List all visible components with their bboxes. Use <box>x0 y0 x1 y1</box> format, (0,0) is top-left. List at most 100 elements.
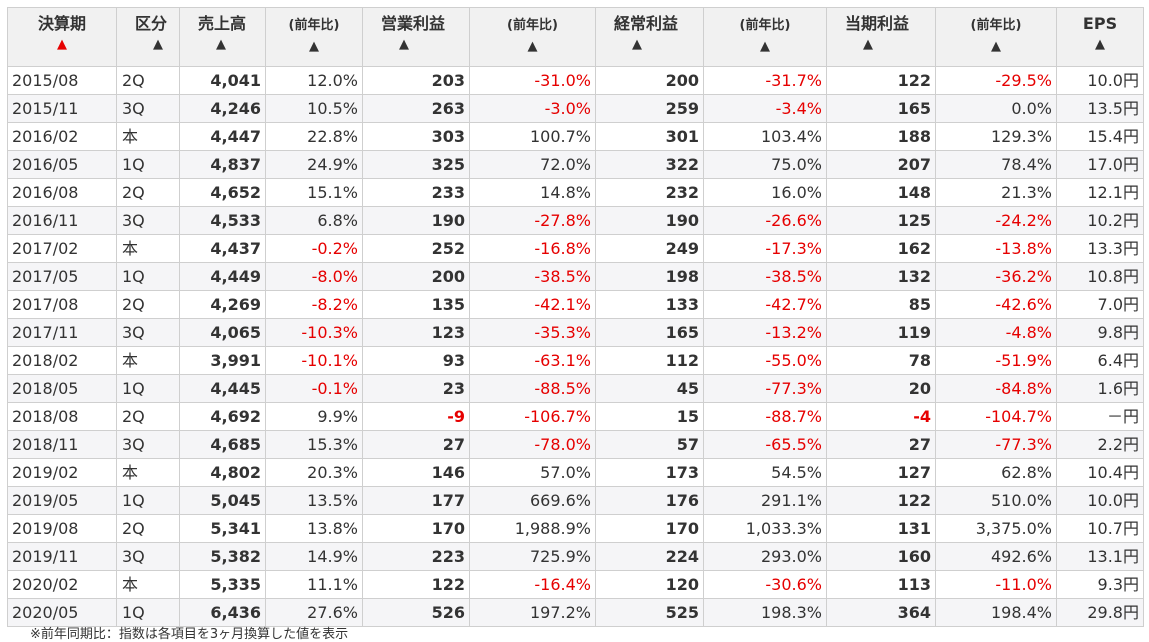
cell-ordinary-profit-yoy: -65.5% <box>703 430 827 459</box>
header-operating-profit-label: 営業利益 <box>381 14 446 33</box>
header-eps[interactable]: EPS ▲ <box>1056 7 1144 67</box>
cell-sales-yoy: 22.8% <box>265 122 363 151</box>
header-operating-profit-yoy-label: (前年比) <box>507 18 558 33</box>
cell-operating-profit-yoy: 57.0% <box>469 458 596 487</box>
table-row: 2015/08 2Q 4,041 12.0% 203 -31.0% 200 -31.7% 122… <box>7 66 1144 95</box>
cell-net-profit-yoy: -104.7% <box>935 402 1057 431</box>
sort-arrow-icon[interactable]: ▲ <box>863 37 873 52</box>
cell-ordinary-profit-yoy: -77.3% <box>703 374 827 403</box>
cell-category: 3Q <box>116 206 180 235</box>
cell-period: 2015/11 <box>7 94 117 123</box>
header-operating-profit[interactable]: 営業利益 ▲ <box>362 7 470 67</box>
cell-net-profit-yoy: -29.5% <box>935 66 1057 95</box>
cell-net-profit-yoy: -13.8% <box>935 234 1057 263</box>
cell-sales-yoy: 27.6% <box>265 598 363 627</box>
sort-arrow-icon[interactable]: ▲ <box>216 37 226 52</box>
cell-eps: 10.7円 <box>1056 514 1144 543</box>
cell-category: 1Q <box>116 486 180 515</box>
cell-ordinary-profit: 57 <box>595 430 704 459</box>
header-net-profit[interactable]: 当期利益 ▲ <box>826 7 936 67</box>
cell-sales: 5,382 <box>179 542 266 571</box>
cell-eps: 10.4円 <box>1056 458 1144 487</box>
cell-net-profit-yoy: -51.9% <box>935 346 1057 375</box>
sort-arrow-icon[interactable]: ▲ <box>760 39 770 54</box>
table-row: 2019/05 1Q 5,045 13.5% 177 669.6% 176 291.1% 122… <box>7 486 1144 515</box>
header-sales-yoy[interactable]: (前年比) ▲ <box>265 7 363 67</box>
header-period[interactable]: 決算期 ▲ <box>7 7 117 67</box>
cell-operating-profit: 233 <box>362 178 470 207</box>
sort-arrow-icon[interactable]: ▲ <box>309 39 319 54</box>
sort-arrow-icon[interactable]: ▲ <box>632 37 642 52</box>
cell-ordinary-profit-yoy: -38.5% <box>703 262 827 291</box>
sort-arrow-icon[interactable]: ▲ <box>991 39 1001 54</box>
cell-sales-yoy: -0.1% <box>265 374 363 403</box>
cell-eps: 13.1円 <box>1056 542 1144 571</box>
cell-sales-yoy: 24.9% <box>265 150 363 179</box>
cell-net-profit-yoy: 0.0% <box>935 94 1057 123</box>
cell-ordinary-profit: 120 <box>595 570 704 599</box>
sort-arrow-icon[interactable]: ▲ <box>527 39 538 54</box>
header-category-label: 区分 <box>135 14 168 33</box>
cell-ordinary-profit: 259 <box>595 94 704 123</box>
header-ordinary-profit[interactable]: 経常利益 ▲ <box>595 7 704 67</box>
cell-operating-profit-yoy: 669.6% <box>469 486 596 515</box>
header-operating-profit-yoy[interactable]: (前年比) ▲ <box>469 7 596 67</box>
cell-operating-profit: 263 <box>362 94 470 123</box>
table-row: 2016/11 3Q 4,533 6.8% 190 -27.8% 190 -26.6% 125-… <box>7 206 1144 235</box>
cell-category: 2Q <box>116 402 180 431</box>
cell-operating-profit-yoy: -63.1% <box>469 346 596 375</box>
header-sales-label: 売上高 <box>198 14 247 33</box>
cell-net-profit: 20 <box>826 374 936 403</box>
cell-period: 2016/05 <box>7 150 117 179</box>
cell-eps: 10.2円 <box>1056 206 1144 235</box>
table-row: 2018/05 1Q 4,445 -0.1% 23 -88.5% 45 -77.3% 20 -84… <box>7 374 1144 403</box>
header-eps-label: EPS <box>1082 14 1118 33</box>
cell-sales: 4,246 <box>179 94 266 123</box>
cell-period: 2017/08 <box>7 290 117 319</box>
cell-net-profit-yoy: -24.2% <box>935 206 1057 235</box>
cell-category: 3Q <box>116 318 180 347</box>
cell-category: 1Q <box>116 262 180 291</box>
cell-operating-profit-yoy: -106.7% <box>469 402 596 431</box>
cell-net-profit: 165 <box>826 94 936 123</box>
cell-ordinary-profit-yoy: -88.7% <box>703 402 827 431</box>
cell-ordinary-profit-yoy: 293.0% <box>703 542 827 571</box>
cell-category: 2Q <box>116 514 180 543</box>
cell-net-profit-yoy: -84.8% <box>935 374 1057 403</box>
cell-ordinary-profit-yoy: 291.1% <box>703 486 827 515</box>
cell-sales: 4,065 <box>179 318 266 347</box>
cell-ordinary-profit-yoy: -31.7% <box>703 66 827 95</box>
cell-ordinary-profit: 15 <box>595 402 704 431</box>
cell-period: 2019/11 <box>7 542 117 571</box>
table-row: 2018/11 3Q 4,685 15.3% 27 -78.0% 57 -65.5% 27 -77… <box>7 430 1144 459</box>
cell-category: 2Q <box>116 178 180 207</box>
header-net-profit-yoy[interactable]: (前年比) ▲ <box>935 7 1057 67</box>
table-row: 2020/05 1Q 6,436 27.6% 526 197.2% 525 198.3% 364… <box>7 598 1144 627</box>
header-sales[interactable]: 売上高 ▲ <box>179 7 266 67</box>
sort-arrow-icon[interactable]: ▲ <box>399 37 409 52</box>
cell-sales: 5,045 <box>179 486 266 515</box>
table-row: 2016/05 1Q 4,837 24.9% 325 72.0% 322 75.0% 207 78… <box>7 150 1144 179</box>
sort-arrow-icon[interactable]: ▲ <box>57 37 67 52</box>
table-row: 2018/08 2Q 4,692 9.9% -9 -106.7% 15 -88.7% -4 -10… <box>7 402 1144 431</box>
cell-period: 2016/08 <box>7 178 117 207</box>
header-ordinary-profit-label: 経常利益 <box>614 14 679 33</box>
cell-sales: 4,449 <box>179 262 266 291</box>
sort-arrow-icon[interactable]: ▲ <box>153 37 163 52</box>
cell-sales-yoy: -0.2% <box>265 234 363 263</box>
table-row: 2015/11 3Q 4,246 10.5% 263 -3.0% 259 -3.4% 165 0.… <box>7 94 1144 123</box>
cell-ordinary-profit-yoy: -30.6% <box>703 570 827 599</box>
cell-operating-profit-yoy: -78.0% <box>469 430 596 459</box>
header-ordinary-profit-yoy[interactable]: (前年比) ▲ <box>703 7 827 67</box>
table-row: 2018/02 本 3,991 -10.1% 93 -63.1% 112 -55.0% 78 -5… <box>7 346 1144 375</box>
sort-arrow-icon[interactable]: ▲ <box>1095 37 1105 52</box>
cell-eps: 13.3円 <box>1056 234 1144 263</box>
header-period-label: 決算期 <box>37 14 86 33</box>
cell-net-profit: 122 <box>826 66 936 95</box>
cell-ordinary-profit-yoy: -26.6% <box>703 206 827 235</box>
cell-operating-profit: 123 <box>362 318 470 347</box>
header-category[interactable]: 区分 ▲ <box>116 7 180 67</box>
cell-eps: 10.0円 <box>1056 486 1144 515</box>
cell-category: 本 <box>116 570 180 599</box>
cell-eps: 13.5円 <box>1056 94 1144 123</box>
